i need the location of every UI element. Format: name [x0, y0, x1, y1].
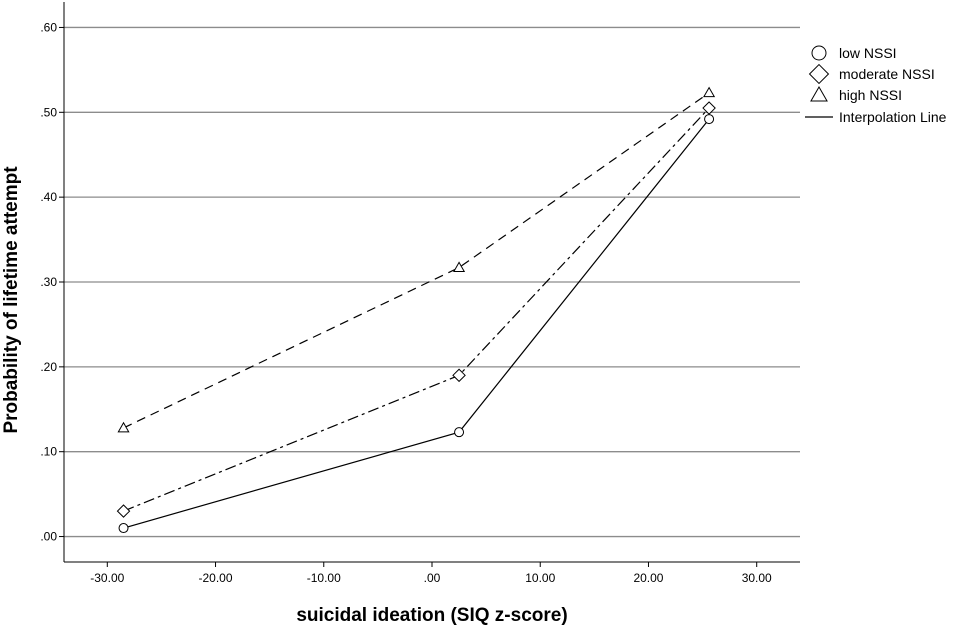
- series-line-triangle: [123, 92, 710, 429]
- x-tick-label: -20.00: [199, 571, 233, 585]
- y-tick-label: .50: [40, 105, 57, 119]
- gridlines: [64, 26, 800, 538]
- legend: low NSSI moderate NSSI high NSSI Interpolat…: [805, 45, 947, 125]
- data-point-diamond: [702, 101, 716, 115]
- y-tick-label: .60: [40, 20, 57, 34]
- y-tick-label: .00: [40, 530, 57, 544]
- data-point-circle: [118, 523, 129, 534]
- x-tick-label: 20.00: [633, 571, 663, 585]
- data-point-diamond: [452, 368, 466, 383]
- data-point-circle: [454, 427, 465, 438]
- data-point-triangle: [453, 261, 466, 272]
- data-point-triangle: [703, 86, 716, 98]
- y-axis-ticks: .00 .10 .20 .30 .40 .50 .60: [40, 20, 64, 544]
- x-axis-title: suicidal ideation (SIQ z-score): [296, 605, 567, 626]
- legend-marker-circle: [811, 45, 827, 61]
- data-point-triangle: [117, 421, 130, 433]
- y-tick-label: .30: [40, 275, 57, 289]
- data-point-diamond: [116, 504, 131, 518]
- legend-marker-diamond: [808, 63, 830, 85]
- y-tick-label: .20: [40, 360, 57, 374]
- x-tick-label: 10.00: [525, 571, 555, 585]
- x-tick-label: -30.00: [90, 571, 124, 585]
- y-axis-title: Probability of lifetime attempt: [1, 166, 22, 434]
- legend-label: high NSSI: [839, 87, 902, 103]
- y-tick-label: .10: [40, 445, 57, 459]
- data-point-circle: [704, 114, 715, 125]
- y-tick-label: .40: [40, 190, 57, 204]
- legend-marker-triangle: [810, 85, 828, 102]
- x-tick-label: .00: [424, 571, 441, 585]
- legend-label-interpolation: Interpolation Line: [839, 109, 947, 125]
- legend-label: low NSSI: [839, 45, 897, 61]
- x-axis-ticks: -30.00 -20.00 -10.00 .00 10.00 20.00 30.00: [90, 562, 772, 585]
- x-tick-label: -10.00: [307, 571, 341, 585]
- x-tick-label: 30.00: [742, 571, 772, 585]
- legend-label: moderate NSSI: [839, 66, 935, 82]
- series-markers: [116, 86, 716, 534]
